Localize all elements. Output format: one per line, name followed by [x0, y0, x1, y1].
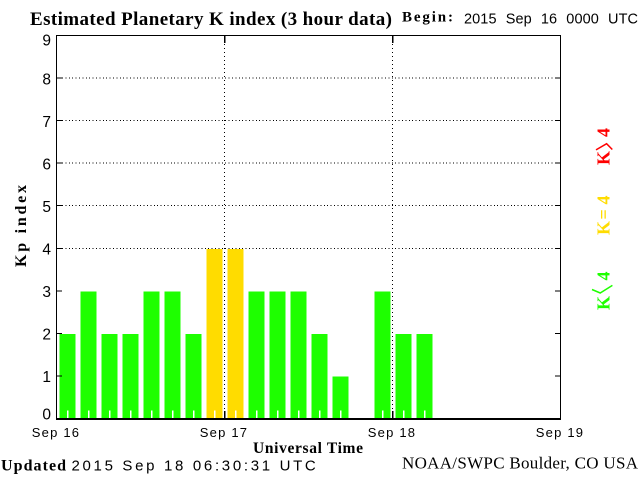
svg-text:Kp index: Kp index	[13, 185, 30, 267]
svg-text:Sep 17: Sep 17	[200, 425, 248, 440]
svg-text:K: K	[594, 221, 614, 235]
svg-text:Universal Time: Universal Time	[253, 440, 363, 457]
svg-text:NOAA/SWPC Boulder, CO USA: NOAA/SWPC Boulder, CO USA	[402, 454, 639, 473]
svg-text:9: 9	[42, 32, 51, 49]
svg-text:Sep 16: Sep 16	[32, 425, 80, 440]
svg-text:0: 0	[42, 407, 51, 424]
svg-text:4: 4	[594, 272, 614, 281]
svg-text:2015 Sep 18 06:30:31 UTC: 2015 Sep 18 06:30:31 UTC	[72, 458, 319, 475]
svg-text:6: 6	[42, 156, 51, 173]
svg-text:1: 1	[42, 369, 51, 386]
svg-text:4: 4	[42, 241, 51, 258]
svg-text:3: 3	[42, 284, 51, 301]
svg-text:Updated: Updated	[1, 458, 66, 475]
svg-text:=: =	[594, 209, 614, 219]
svg-text:8: 8	[42, 71, 51, 88]
svg-text:7: 7	[42, 114, 51, 131]
svg-text:Sep 18: Sep 18	[368, 425, 416, 440]
svg-text:Estimated Planetary K index (3: Estimated Planetary K index (3 hour data…	[30, 9, 392, 30]
svg-text:K: K	[594, 151, 614, 165]
svg-text:4: 4	[594, 196, 614, 205]
svg-text:4: 4	[594, 128, 614, 137]
svg-text:K: K	[594, 296, 614, 310]
svg-text:5: 5	[42, 199, 51, 216]
svg-text:Begin:: Begin:	[402, 10, 453, 26]
svg-text:2015 Sep 16 0000 UTC: 2015 Sep 16 0000 UTC	[464, 12, 638, 28]
svg-text:Sep 19: Sep 19	[536, 425, 584, 440]
svg-text:2: 2	[42, 327, 51, 344]
